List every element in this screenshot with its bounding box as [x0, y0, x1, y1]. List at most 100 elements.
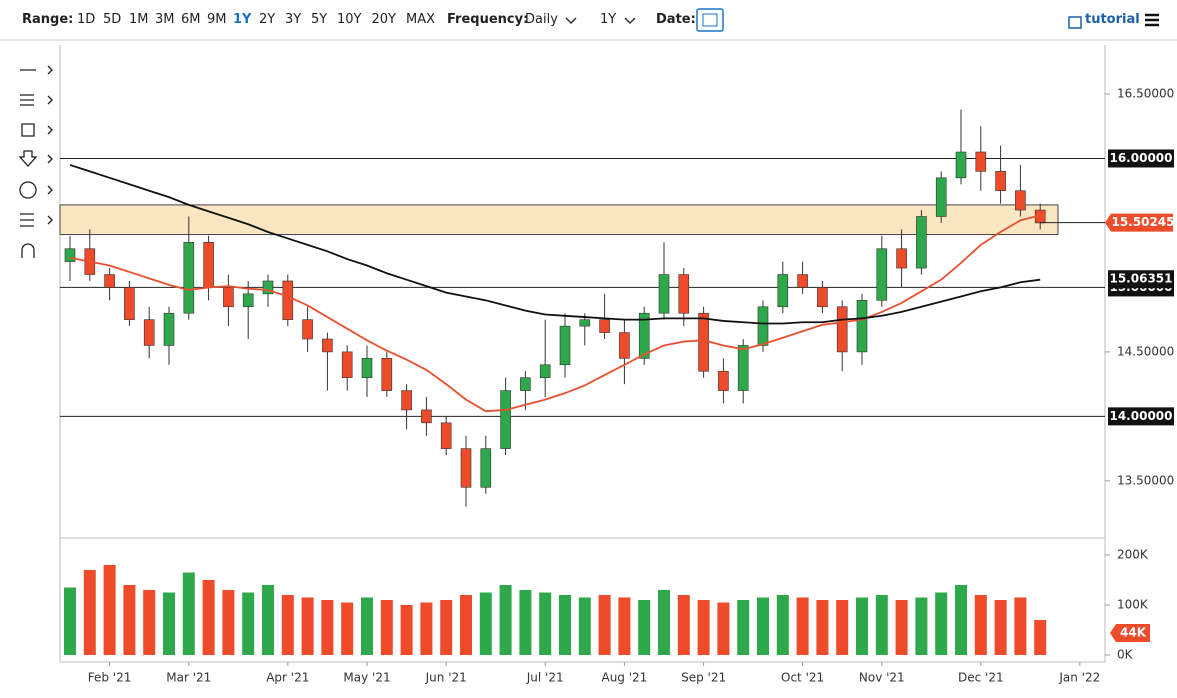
volume-bar	[816, 600, 829, 655]
range-button[interactable]: 10Y	[337, 12, 362, 27]
range-button[interactable]: MAX	[406, 12, 436, 27]
menu-icon[interactable]	[1145, 13, 1159, 27]
volume-bar	[618, 597, 631, 655]
volume-bar	[776, 595, 789, 655]
candle-body	[183, 241, 195, 314]
candle-body	[401, 390, 412, 411]
candle-body	[440, 422, 452, 449]
volume-bar	[479, 592, 492, 655]
volume-bar	[321, 600, 334, 655]
dropdown-arrow	[624, 17, 636, 25]
candle-body	[262, 280, 274, 295]
candles	[64, 109, 1046, 507]
range-button[interactable]: 6M	[181, 12, 201, 27]
toolbar: Range: Frequency: Daily 1Y Date: tutoria…	[0, 0, 1177, 40]
volume-bar	[182, 572, 195, 655]
candle-body	[955, 151, 967, 179]
x-tick-label: Feb '21	[88, 671, 132, 685]
tutorial-link[interactable]: tutorial	[1085, 12, 1140, 27]
volume-bar	[103, 565, 116, 655]
volume-bar	[83, 570, 96, 655]
date-label: Date:	[656, 12, 696, 27]
volume-bar	[519, 590, 532, 655]
range-button[interactable]: 1D	[77, 12, 96, 27]
x-tick-label: Sep '21	[681, 671, 726, 685]
y-tick-label: 14.50000	[1117, 344, 1174, 358]
volume-bar	[163, 592, 175, 655]
candle-body	[579, 319, 591, 327]
candle-body	[856, 300, 868, 353]
candle-body	[896, 248, 907, 269]
volume-bar	[420, 602, 433, 655]
range-button[interactable]: 1M	[129, 12, 149, 27]
candle-body	[520, 377, 531, 391]
volume-bar	[242, 592, 255, 655]
volume-bar	[856, 597, 868, 655]
x-tick-label: May '21	[343, 671, 390, 685]
volume-bars	[64, 565, 1047, 655]
range-button[interactable]: 5D	[103, 12, 122, 27]
line-tool[interactable]	[20, 65, 53, 75]
last-price-label: 15.50245	[1111, 215, 1174, 229]
candle-body	[975, 151, 987, 172]
toolbar-icons	[0, 8, 1177, 41]
x-tick-label: Nov '21	[859, 671, 905, 685]
volume-bar	[915, 597, 928, 655]
range-button[interactable]: 3Y	[285, 12, 302, 27]
volume-bar	[460, 595, 472, 655]
zone	[59, 204, 1059, 236]
candle-body	[698, 312, 709, 372]
candle-body	[381, 358, 393, 391]
volume-bar	[974, 595, 987, 655]
adjust-tool[interactable]	[20, 213, 53, 227]
dropdown-arrow	[565, 17, 577, 25]
shape-tool[interactable]	[21, 123, 53, 137]
x-tick-label: Jun '21	[425, 671, 467, 685]
candle-body	[421, 409, 432, 424]
candle-body	[64, 248, 76, 262]
ma-label: 15.06351	[1109, 272, 1172, 286]
range-button[interactable]: 1Y	[233, 12, 252, 27]
calendar-button[interactable]	[696, 8, 724, 32]
level-label: 14.00000	[1109, 409, 1172, 423]
volume-bar	[955, 585, 967, 655]
candle-body	[718, 370, 729, 391]
x-tick-label: Apr '21	[266, 671, 309, 685]
range-button[interactable]: 5Y	[311, 12, 328, 27]
candle-body	[203, 241, 214, 288]
volume-bar	[341, 602, 354, 655]
volume-bar	[638, 600, 651, 655]
count-tool[interactable]	[19, 181, 37, 199]
tutorial-icon	[1068, 16, 1082, 29]
volume-bar	[539, 592, 552, 655]
magnet-tool[interactable]	[21, 243, 35, 258]
candle-body	[223, 287, 234, 308]
range-button[interactable]: 20Y	[371, 12, 396, 27]
range-button[interactable]: 2Y	[259, 12, 276, 27]
frame	[59, 45, 1106, 663]
x-tick-label: Jul '21	[526, 671, 564, 685]
volume-last-label: 44K	[1120, 626, 1147, 640]
x-tick-label: Mar '21	[166, 671, 211, 685]
ma-label-bg	[1108, 270, 1174, 289]
range-button[interactable]: 9M	[207, 12, 227, 27]
volume-tick-label: 200K	[1117, 548, 1149, 562]
volume-last-bg	[1110, 624, 1150, 642]
fib-tool[interactable]	[20, 94, 53, 106]
volume-bar	[796, 597, 809, 655]
volume-bar	[222, 590, 235, 655]
moving-average	[69, 164, 1041, 325]
x-tick-label: Aug '21	[601, 671, 647, 685]
frequency-select[interactable]: Daily	[525, 12, 558, 27]
range-button[interactable]: 3M	[155, 12, 175, 27]
candle-body	[619, 332, 630, 359]
volume-bar	[123, 585, 136, 655]
arrow-tool[interactable]	[18, 150, 53, 167]
candle-body	[500, 390, 511, 449]
calendar-icon	[702, 13, 718, 27]
candle-body	[163, 312, 175, 346]
period-select[interactable]: 1Y	[600, 12, 617, 27]
candle-body	[638, 312, 650, 359]
